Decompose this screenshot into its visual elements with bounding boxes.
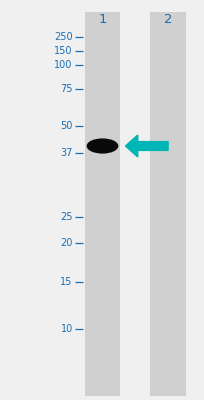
Text: 250: 250 — [54, 32, 72, 42]
Bar — [84, 12, 120, 396]
Text: 100: 100 — [54, 60, 72, 70]
Text: 1: 1 — [98, 13, 106, 26]
Text: 25: 25 — [60, 212, 72, 222]
Text: 20: 20 — [60, 238, 72, 248]
Text: 75: 75 — [60, 84, 72, 94]
Text: 150: 150 — [54, 46, 72, 56]
Text: 2: 2 — [163, 13, 172, 26]
Ellipse shape — [86, 138, 118, 154]
Bar — [149, 12, 185, 396]
Text: 37: 37 — [60, 148, 72, 158]
Text: 10: 10 — [60, 324, 72, 334]
FancyArrow shape — [125, 135, 167, 157]
Text: 50: 50 — [60, 121, 72, 131]
Text: 15: 15 — [60, 277, 72, 286]
